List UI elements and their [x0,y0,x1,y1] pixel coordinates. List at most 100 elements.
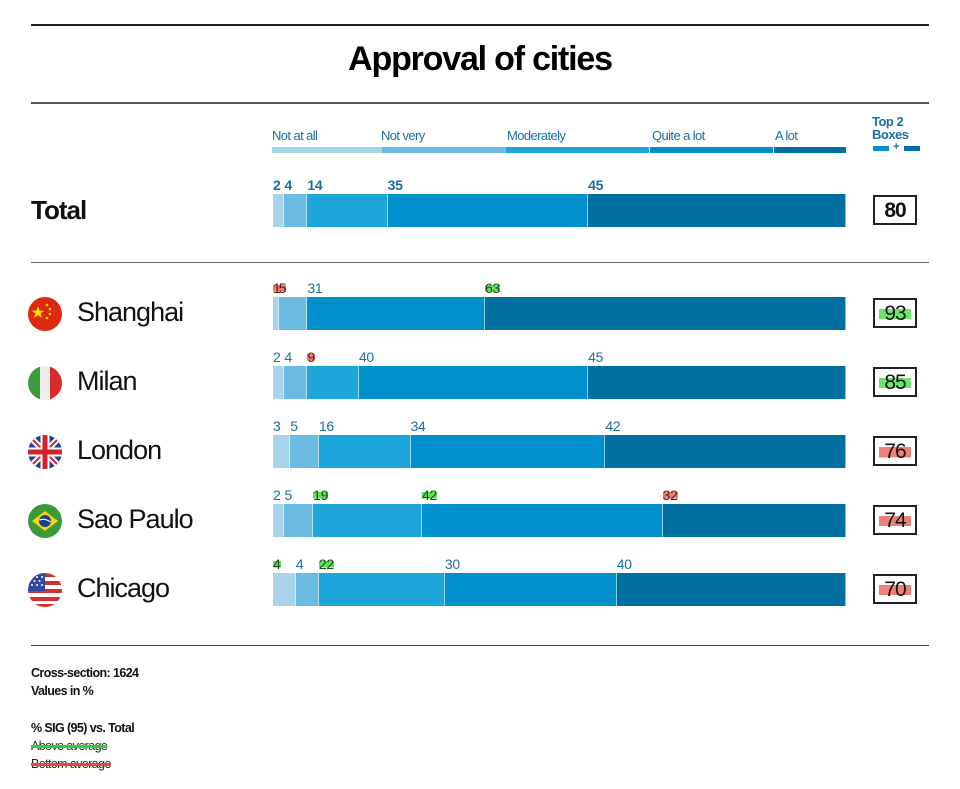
value-label-not-at-all: 2 [273,177,281,193]
bar-segment-a-lot [605,435,846,468]
bar-segment-a-lot [485,297,846,330]
value-label-moderately: 19 [313,487,329,503]
row-label: Total [31,195,87,225]
bar-segment-not-very [284,504,314,537]
top2-box: 76 [873,436,917,466]
bar-segment-moderately [307,366,359,399]
value-label-not-very: 4 [284,177,292,193]
bar-segment-not-at-all [273,573,296,606]
top-rule [31,24,929,26]
value-label-not-very: 4 [284,349,292,365]
legend-label-a-lot: A lot [775,128,798,143]
title-rule [31,102,929,104]
value-label-not-very: 5 [278,280,287,296]
value-label-moderately: 22 [318,556,334,572]
value-label-moderately: 16 [318,418,334,434]
value-label-quite-a-lot: 35 [387,177,403,193]
bar-segment-not-very [284,366,308,399]
value-label-a-lot: 45 [588,177,604,193]
top2-box: 93 [873,298,917,328]
top2-key-a-lot [904,146,920,151]
footer-values-in: Values in % [31,684,94,698]
top2-box: 85 [873,367,917,397]
top2-value: 70 [879,578,911,601]
bar-segment-moderately [318,573,445,606]
brazil-flag-icon [28,504,62,538]
bar-segment-quite-a-lot [410,435,606,468]
usa-flag-icon [28,573,62,607]
value-label-not-at-all: 2 [273,487,281,503]
bar-segment-a-lot [662,504,846,537]
top2-header-line1: Top 2 [872,114,904,129]
footer-above-average: Above average [31,739,108,753]
value-label-quite-a-lot: 40 [358,349,374,365]
top2-box: 74 [873,505,917,535]
bar-segment-not-at-all [273,366,285,399]
stacked-bar [273,194,846,227]
bar-segment-not-at-all [273,504,285,537]
footer-divider [31,645,929,646]
bar-segment-not-very [295,573,319,606]
stacked-bar [273,435,846,468]
value-label-a-lot: 45 [588,349,604,365]
legend-swatch-a-lot [774,147,846,153]
top2-key-plus: + [893,141,900,153]
bar-segment-not-very [278,297,308,330]
value-label-a-lot: 40 [616,556,632,572]
top2-value: 93 [879,302,911,325]
row-label: Chicago [77,573,170,603]
row-label: Milan [77,366,138,396]
bar-segment-not-at-all [273,194,285,227]
bar-segment-not-at-all [273,297,279,330]
chart-title: Approval of cities [348,40,613,78]
legend-swatch-not-very [382,147,506,153]
footer-sig-title: % SIG (95) vs. Total [31,721,135,735]
top2-value: 80 [884,199,906,222]
value-label-not-very: 5 [284,487,292,503]
row-label: London [77,435,162,465]
footer-bottom-average: Bottom average [31,757,111,771]
value-label-not-at-all: 4 [273,556,281,572]
bar-segment-a-lot [588,366,846,399]
bar-segment-a-lot [616,573,846,606]
value-label-moderately: 9 [307,349,315,365]
value-label-quite-a-lot: 31 [307,280,323,296]
top2-box: 70 [873,574,917,604]
top2-value: 85 [879,371,911,394]
stacked-bar [273,573,846,606]
legend-swatch-moderately [506,147,649,153]
top2-header: Top 2 Boxes [872,115,909,141]
china-flag-icon [28,297,62,331]
row-label: Shanghai [77,297,184,327]
bar-segment-quite-a-lot [444,573,617,606]
stacked-bar [273,504,846,537]
value-label-not-at-all: 1 [273,280,281,296]
top2-box: 80 [873,195,917,225]
stacked-bar [273,366,846,399]
row-label: Sao Paulo [77,504,194,534]
value-label-quite-a-lot: 30 [444,556,460,572]
bar-segment-moderately [318,435,411,468]
top2-value: 74 [879,509,911,532]
uk-flag-icon [28,435,62,469]
value-label-a-lot: 42 [605,418,621,434]
legend-label-quite-a-lot: Quite a lot [652,128,705,143]
top2-key-quite-a-lot [873,146,889,151]
top2-header-line2: Boxes [872,127,909,142]
legend-label-not-at-all: Not at all [272,128,318,143]
legend-swatch-not-at-all [272,147,382,153]
value-label-moderately: 14 [307,177,323,193]
bar-segment-quite-a-lot [387,194,589,227]
value-label-a-lot: 32 [662,487,678,503]
italy-flag-icon [28,366,62,400]
value-label-not-very: 5 [290,418,298,434]
value-label-a-lot: 63 [485,280,500,296]
top2-value: 76 [879,440,911,463]
bar-segment-not-very [284,194,308,227]
value-label-quite-a-lot: 34 [410,418,426,434]
bar-segment-quite-a-lot [358,366,589,399]
value-label-not-at-all: 2 [273,349,281,365]
value-label-quite-a-lot: 42 [421,487,437,503]
bar-segment-moderately [313,504,422,537]
legend-swatch-quite-a-lot [650,147,773,153]
